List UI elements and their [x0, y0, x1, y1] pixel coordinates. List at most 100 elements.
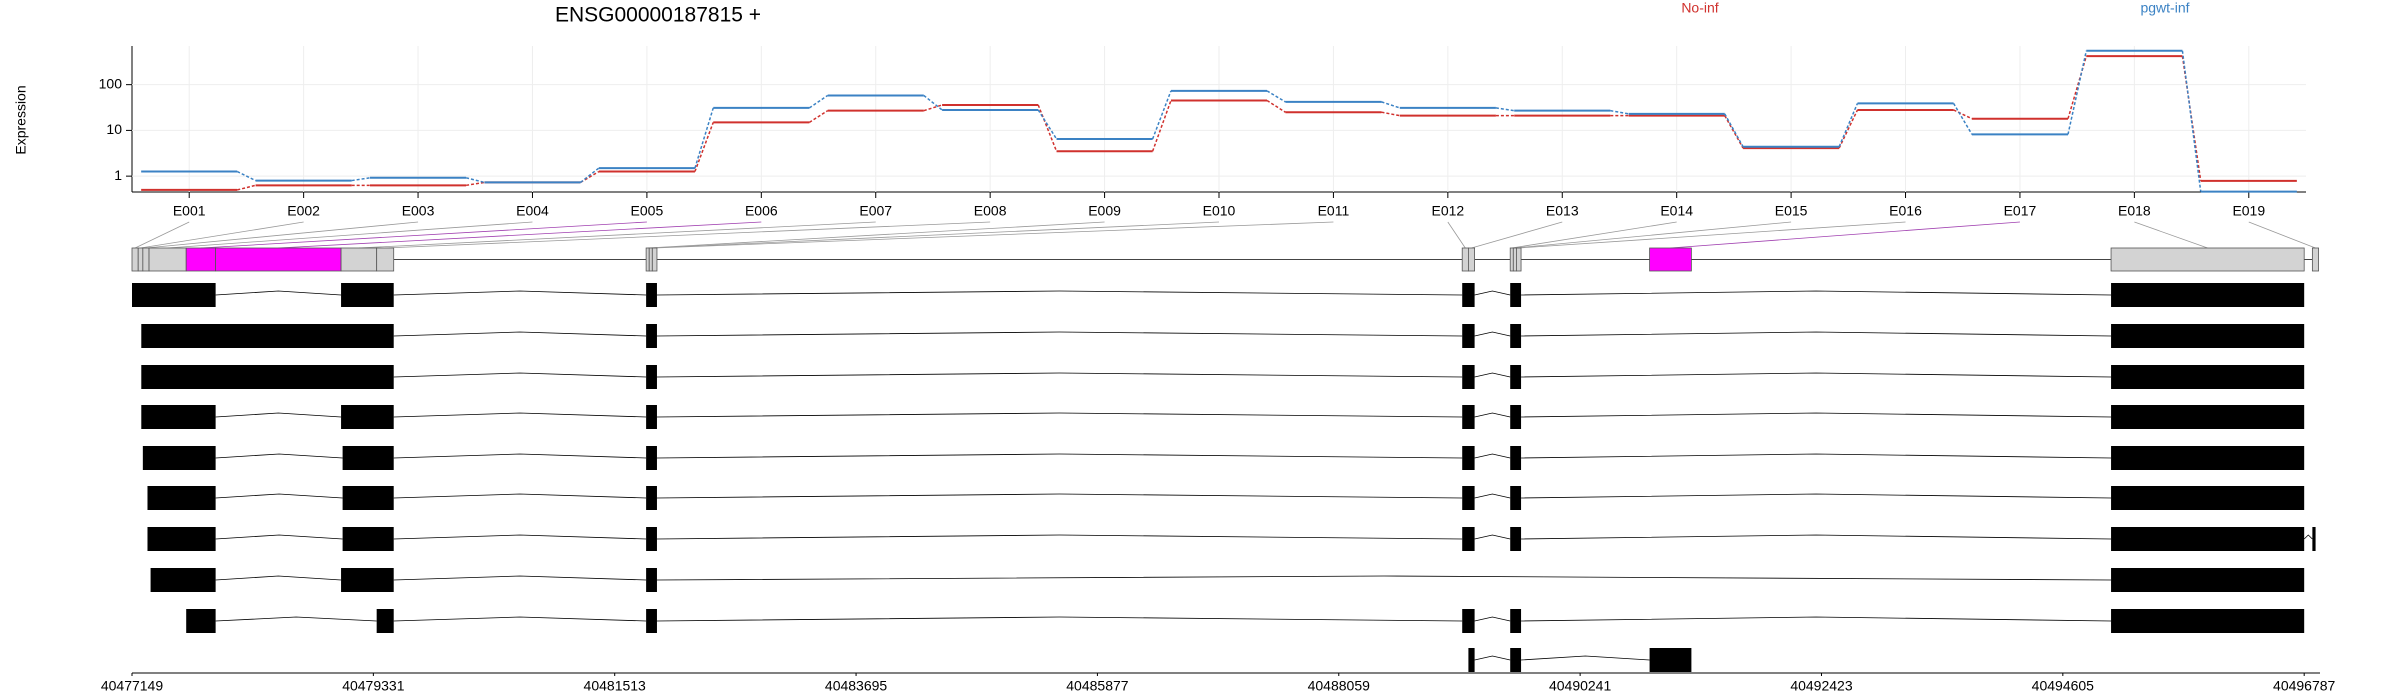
transcript-exon: [646, 486, 657, 510]
transcript-exon: [2111, 405, 2305, 429]
transcript-exon: [2111, 283, 2305, 307]
series-connector: [694, 107, 714, 169]
transcript-exon: [2111, 446, 2305, 470]
series-connector: [580, 170, 600, 184]
series-connector: [2067, 55, 2088, 119]
transcript-exon: [1462, 609, 1475, 633]
x-tick-label: E014: [1660, 203, 1693, 219]
series-connector: [1952, 102, 1973, 135]
intron: [1474, 655, 1511, 661]
intron: [215, 412, 342, 418]
series-connector: [465, 177, 485, 184]
gene-exon: [148, 247, 187, 272]
intron: [1474, 534, 1511, 540]
series-connector: [351, 177, 371, 182]
gene-exon: [142, 247, 150, 272]
intron: [656, 493, 1463, 499]
transcript-exon: [342, 527, 394, 551]
genome-tick-label: 40477149: [101, 678, 164, 694]
genome-tick-label: 40488059: [1308, 678, 1371, 694]
exon-connector: [167, 221, 533, 249]
transcript-exon: [186, 609, 216, 633]
series-connector: [1610, 109, 1629, 115]
series-connector: [1381, 101, 1401, 109]
transcript-exon: [646, 283, 657, 307]
intron: [393, 290, 647, 296]
transcript-exon: [341, 405, 394, 429]
exon-connector: [647, 221, 1105, 249]
series-connector: [580, 167, 600, 183]
transcript-exon: [342, 486, 394, 510]
series-connector: [694, 122, 714, 172]
transcript-exon: [2111, 568, 2305, 592]
series-connector: [237, 184, 256, 191]
exon-connector: [385, 221, 991, 249]
gene-exon: [131, 247, 139, 272]
x-tick-label: E010: [1203, 203, 1236, 219]
gene-exon: [2110, 247, 2305, 272]
series-connector: [2067, 50, 2088, 135]
transcript-exon: [1510, 365, 1522, 389]
gene-exon: [651, 247, 658, 272]
intron: [656, 290, 1463, 296]
intron: [393, 412, 647, 418]
transcript-exon: [1462, 324, 1475, 348]
gene-exon: [215, 247, 342, 272]
transcript-exon: [1649, 648, 1692, 672]
exon-connector: [1471, 221, 1563, 249]
exon-connector: [200, 221, 647, 249]
series-connector: [808, 94, 829, 109]
transcript-exon: [1510, 609, 1522, 633]
y-tick-label: 1: [114, 167, 122, 183]
transcript-exon: [1462, 283, 1475, 307]
intron: [656, 412, 1463, 418]
exon-connector: [134, 221, 190, 249]
series-connector: [923, 104, 943, 112]
intron: [393, 616, 647, 622]
intron: [393, 534, 647, 540]
y-axis-label: Expression: [13, 85, 29, 154]
transcript-exon: [646, 405, 657, 429]
gene-exon: [1512, 247, 1517, 272]
series-connector: [1724, 113, 1744, 148]
series-connector: [1266, 90, 1286, 103]
x-tick-label: E018: [2118, 203, 2151, 219]
series-connector: [236, 170, 256, 182]
transcript-exon: [1510, 648, 1522, 672]
exon-connector: [2134, 221, 2208, 249]
x-tick-label: E003: [402, 203, 435, 219]
intron: [1521, 290, 2112, 296]
x-tick-label: E004: [516, 203, 549, 219]
gene-exon: [340, 247, 378, 272]
gene-exon: [185, 247, 217, 272]
gene-exon: [1509, 247, 1514, 272]
transcript-exon: [1510, 527, 1522, 551]
series-connector: [1037, 109, 1058, 140]
gene-exon: [376, 247, 395, 272]
y-tick-label: 10: [106, 121, 122, 137]
genome-tick-label: 40479331: [342, 678, 405, 694]
transcript-exon: [341, 283, 394, 307]
gene-exon: [137, 247, 144, 272]
x-tick-label: E013: [1546, 203, 1579, 219]
transcript-exon: [2312, 527, 2316, 551]
intron: [1474, 493, 1511, 499]
intron: [393, 453, 647, 459]
gene-exon: [1516, 247, 1522, 272]
transcript-exon: [1510, 486, 1522, 510]
intron: [656, 575, 2112, 581]
intron: [1474, 331, 1511, 337]
transcript-exon: [1468, 648, 1475, 672]
transcript-exon: [1462, 446, 1475, 470]
exon-connector: [278, 221, 762, 249]
intron: [1521, 372, 2112, 378]
exon-connector: [1518, 221, 1906, 249]
intron: [656, 534, 1463, 540]
transcript-exon: [147, 486, 216, 510]
intron: [1521, 493, 2112, 499]
transcript-exon: [1510, 324, 1522, 348]
transcript-exon: [341, 568, 394, 592]
x-tick-label: E015: [1775, 203, 1808, 219]
transcript-exon: [1462, 486, 1475, 510]
intron: [1521, 331, 2112, 337]
